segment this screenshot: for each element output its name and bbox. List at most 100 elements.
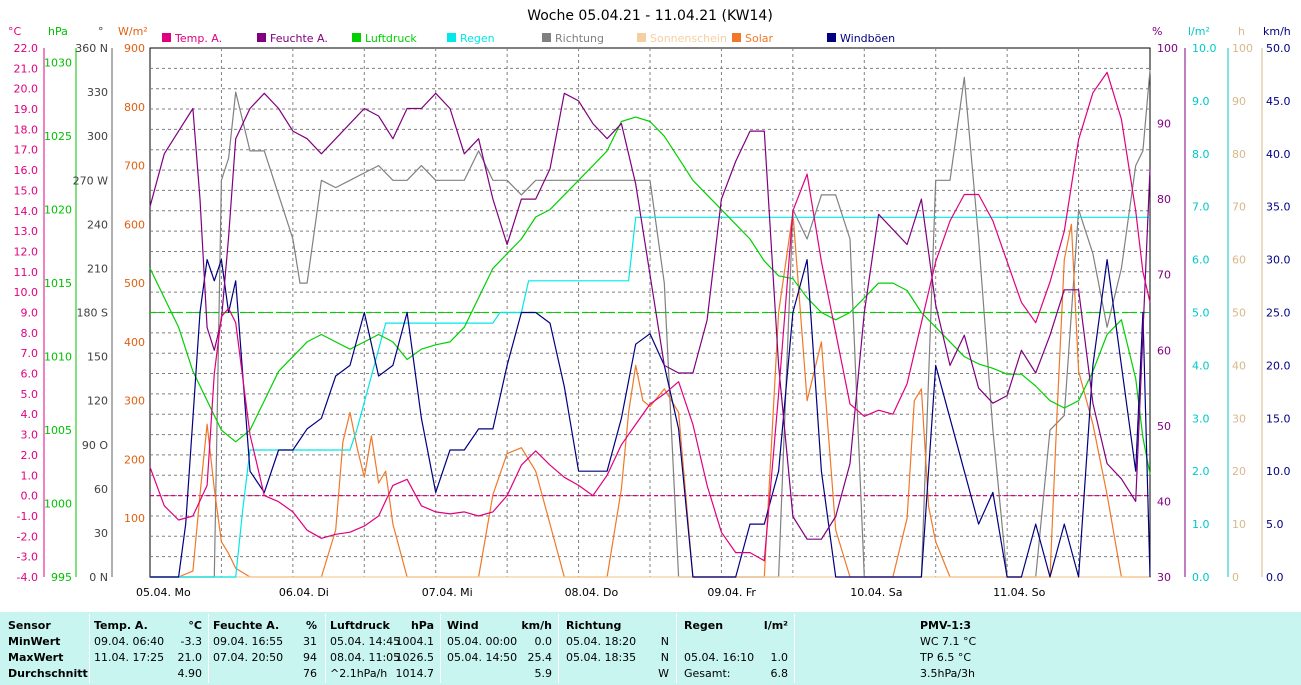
stats-dir-max-time: 05.04. 18:35 (566, 651, 637, 664)
stats-temp-min: -3.3 (180, 635, 202, 648)
solar-axis-unit: W/m² (118, 25, 148, 38)
sun-axis-tick: 0 (1232, 571, 1239, 584)
rain-axis-tick: 10.0 (1192, 42, 1217, 55)
legend-swatch (827, 33, 836, 42)
wind-axis-unit: km/h (1263, 25, 1291, 38)
dir-axis-tick: 240 (87, 218, 108, 231)
statistics-table: Sensor MinWert MaxWert Durchschnitt Temp… (0, 612, 1301, 685)
series-line-luftdruck (149, 116, 1151, 475)
sun-axis-tick: 10 (1232, 518, 1246, 531)
wind-axis-tick: 45.0 (1266, 95, 1291, 108)
sun-axis-tick: 30 (1232, 412, 1246, 425)
solar-axis-tick: 200 (124, 453, 145, 466)
series-layer (149, 69, 1151, 578)
dir-axis-tick: 30 (94, 527, 108, 540)
rain-axis-tick: 1.0 (1192, 518, 1210, 531)
legend: Temp. A. Feuchte A. Luftdruck Regen Richtung… (162, 32, 895, 45)
rain-axis-tick: 3.0 (1192, 412, 1210, 425)
stats-press-column: Luftdruck hPa 05.04. 14:45 1004.1 08.04.… (326, 612, 440, 685)
sun-axis-tick: 90 (1232, 95, 1246, 108)
stats-row-label: MaxWert (8, 651, 64, 664)
press-axis-tick: 1000 (44, 498, 72, 511)
series-line-windb-en (150, 259, 1151, 578)
stats-wind-min: 0.0 (534, 635, 553, 648)
stats-rain-total-label: Gesamt: (684, 667, 731, 680)
stats-rain-total: 6.8 (770, 667, 789, 680)
solar-axis-tick: 600 (124, 218, 145, 231)
stats-rain-max-time: 05.04. 16:10 (684, 651, 755, 664)
stats-pmv-tp: TP 6.5 °C (920, 651, 972, 664)
solar-axis-tick: 300 (124, 395, 145, 408)
weather-chart: Woche 05.04.21 - 11.04.21 (KW14) Temp. A… (8, 8, 1291, 599)
stats-dir-max: N (660, 651, 669, 664)
wind-axis-tick: 30.0 (1266, 254, 1291, 267)
stats-dir-column: Richtung 05.04. 18:20 N 05.04. 18:35 N W (559, 612, 676, 685)
temp-axis-tick: 13.0 (14, 225, 39, 238)
wind-axis-tick: 10.0 (1266, 465, 1291, 478)
temp-axis-tick: 5.0 (21, 388, 39, 401)
hum-axis-tick: 60 (1157, 344, 1171, 357)
stats-wind-max: 25.4 (527, 651, 553, 664)
x-axis-day-label: 09.04. Fr (707, 586, 756, 599)
stats-hum-min: 31 (303, 635, 317, 648)
temp-axis-tick: -1.0 (17, 510, 38, 523)
temp-axis-tick: 12.0 (14, 245, 39, 258)
stats-hum-column: Feuchte A. % 09.04. 16:55 31 07.04. 20:5… (209, 612, 325, 685)
series-line-feuchte-a (149, 92, 1151, 540)
stats-wind-max-time: 05.04. 14:50 (447, 651, 518, 664)
hum-axis-tick: 80 (1157, 193, 1171, 206)
temp-axis-tick: -2.0 (17, 530, 38, 543)
dir-axis-tick: 0 N (89, 571, 108, 584)
stats-temp-max: 21.0 (177, 651, 203, 664)
stats-pmv-wc: WC 7.1 °C (920, 635, 977, 648)
stats-hum-max: 94 (303, 651, 317, 664)
temp-axis-tick: 0.0 (21, 490, 39, 503)
temp-axis-tick: -3.0 (17, 551, 38, 564)
hum-axis-tick: 70 (1157, 269, 1171, 282)
stats-pmv-column: PMV-1:3 WC 7.1 °C TP 6.5 °C 3.5hPa/3h (795, 612, 1301, 685)
dir-axis-tick: 90 O (82, 439, 108, 452)
stats-temp-min-time: 09.04. 06:40 (94, 635, 165, 648)
rain-axis-tick: 5.0 (1192, 307, 1210, 320)
temp-axis-tick: 22.0 (14, 42, 39, 55)
legend-swatch (257, 33, 266, 42)
press-axis-tick: 1025 (44, 130, 72, 143)
legend-swatch (352, 33, 361, 42)
sun-axis-tick: 60 (1232, 254, 1246, 267)
stats-hum-avg: 76 (303, 667, 317, 680)
sun-axis-tick: 80 (1232, 148, 1246, 161)
temp-axis-tick: 8.0 (21, 327, 39, 340)
wind-axis-tick: 50.0 (1266, 42, 1291, 55)
chart-title: Woche 05.04.21 - 11.04.21 (KW14) (527, 8, 773, 24)
legend-label: Luftdruck (365, 32, 417, 45)
wind-axis-tick: 40.0 (1266, 148, 1291, 161)
stats-wind-header: Wind (447, 619, 479, 632)
series-line-regen (150, 216, 1150, 578)
rain-axis-tick: 4.0 (1192, 359, 1210, 372)
stats-sensor-header: Sensor (8, 619, 51, 632)
temp-axis-tick: 4.0 (21, 408, 39, 421)
stats-press-max-time: 08.04. 11:05 (330, 651, 401, 664)
stats-rain-unit: l/m² (763, 619, 788, 632)
dir-axis-tick: 330 (87, 86, 108, 99)
stats-row-label: MinWert (8, 635, 61, 648)
temp-axis-tick: -4.0 (17, 571, 38, 584)
press-axis-tick: 1015 (44, 277, 72, 290)
temp-axis-tick: 3.0 (21, 429, 39, 442)
temp-axis-unit: °C (8, 25, 22, 38)
series-line-richtung (150, 69, 1151, 578)
stats-wind-avg: 5.9 (534, 667, 553, 680)
temp-axis-tick: 7.0 (21, 347, 39, 360)
hum-axis-tick: 40 (1157, 495, 1171, 508)
x-axis-day-label: 11.04. So (993, 586, 1045, 599)
stats-pmv-trend: 3.5hPa/3h (920, 667, 976, 680)
stats-press-max: 1026.5 (395, 651, 435, 664)
solar-axis-tick: 900 (124, 42, 145, 55)
rain-axis-unit: l/m² (1188, 25, 1210, 38)
solar-axis-tick: 500 (124, 277, 145, 290)
legend-swatch (162, 33, 171, 42)
sun-axis-unit: h (1238, 25, 1245, 38)
press-axis-tick: 1005 (44, 424, 72, 437)
temp-axis-tick: 21.0 (14, 62, 39, 75)
dir-axis-tick: 270 W (73, 174, 108, 187)
